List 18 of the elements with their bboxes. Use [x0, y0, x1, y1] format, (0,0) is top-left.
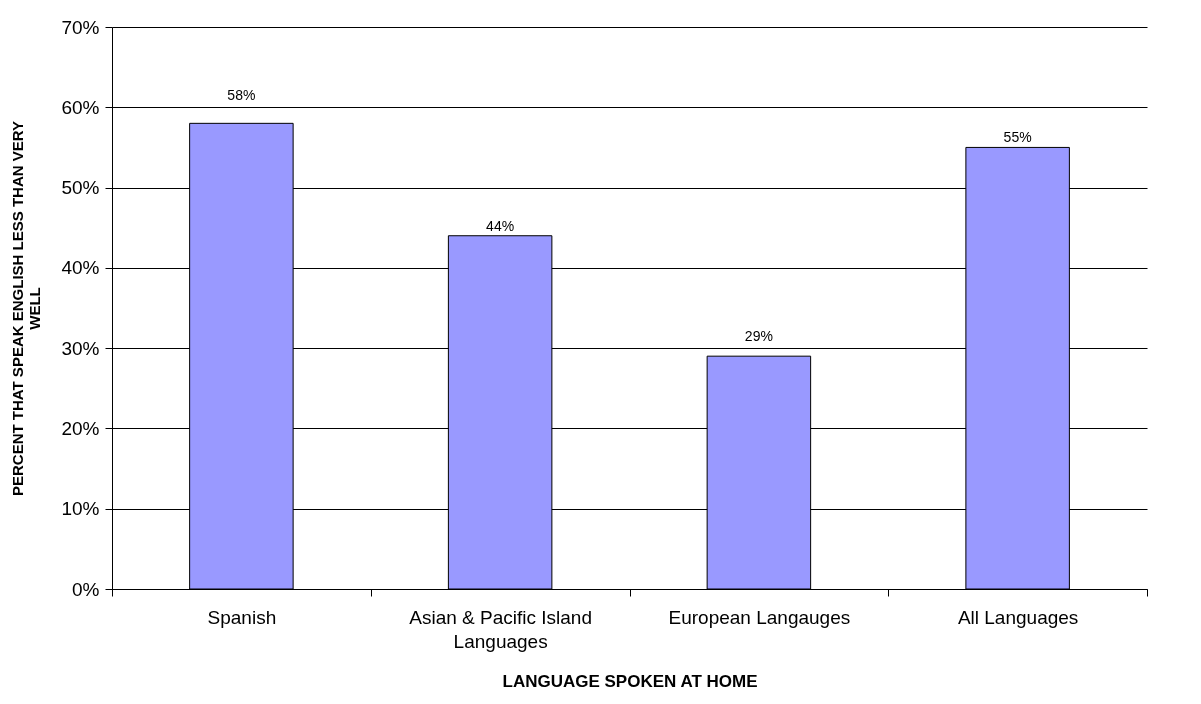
y-axis-title: PERCENT THAT SPEAK ENGLISH LESS THAN VERY WELL — [9, 120, 44, 497]
x-tick-label: European Langauges — [668, 606, 851, 628]
data-label: 29% — [744, 328, 773, 345]
y-tick-label: 0% — [72, 578, 100, 600]
y-tick-label: 20% — [61, 417, 100, 439]
y-tick-label: 30% — [61, 337, 100, 359]
x-tick-label: All Languages — [957, 606, 1079, 628]
y-tick-label: 60% — [61, 96, 100, 118]
x-tick-label: Asian & Pacific Island Languages — [409, 606, 592, 652]
data-label: 55% — [1003, 129, 1032, 146]
y-tick-label: 40% — [61, 257, 100, 279]
y-tick-label: 50% — [61, 177, 100, 199]
y-tick-label: 10% — [61, 498, 100, 520]
y-tick-label: 70% — [61, 16, 100, 38]
data-label: 58% — [227, 87, 256, 104]
x-axis-title: LANGUAGE SPOKEN AT HOME — [502, 671, 758, 691]
data-label: 44% — [486, 217, 515, 234]
x-tick-label: Spanish — [207, 606, 277, 628]
